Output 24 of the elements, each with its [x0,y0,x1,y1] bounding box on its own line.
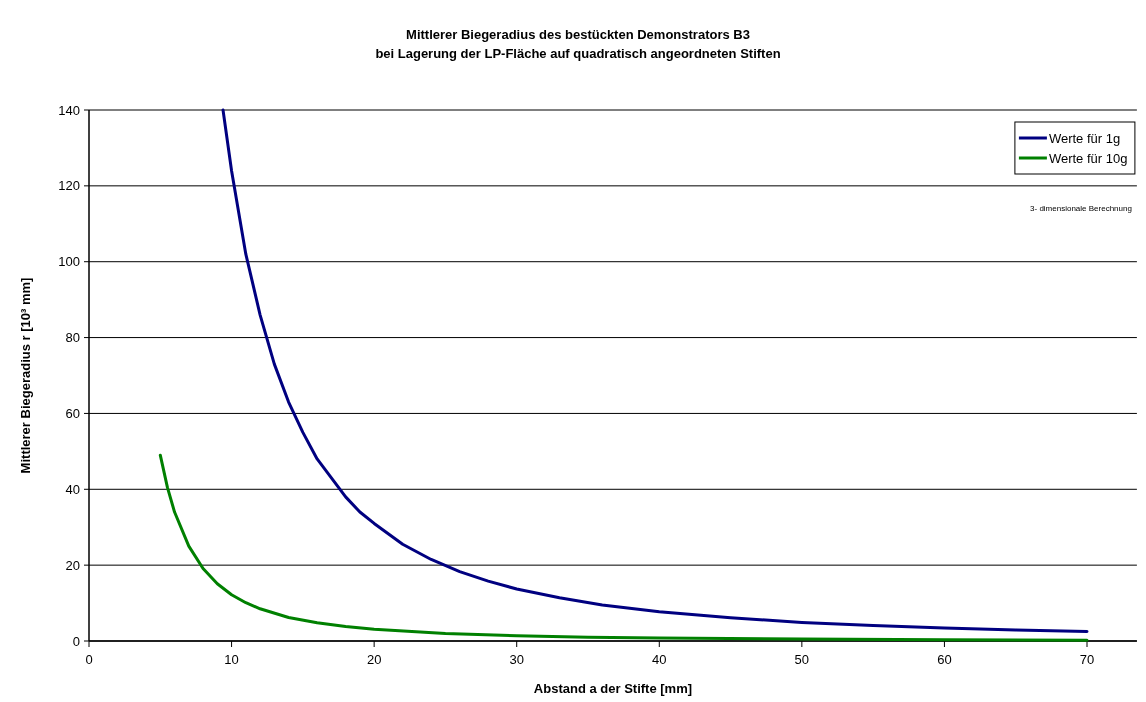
y-tick-label: 40 [65,481,80,497]
x-axis-title: Abstand a der Stifte [mm] [533,681,693,696]
y-tick-label: 120 [58,178,80,194]
y-tick-label: 140 [58,102,80,118]
legend-label: Werte für 10g [1048,150,1128,166]
line-series [221,108,1089,634]
x-tick-label: 60 [937,652,952,667]
y-tick-label: 100 [58,254,80,270]
y-tick-label: 20 [65,557,80,573]
x-tick-label: 40 [652,652,667,667]
y-tick-label: 60 [65,405,80,421]
x-tick-label: 0 [85,652,93,667]
legend-label: Werte für 1g [1048,130,1121,146]
y-axis-title: Mittlerer Biegeradius r [10³ mm] [18,277,33,474]
chart-title: Mittlerer Biegeradius des bestückten Demonstrators B3 bei Lagerung der LP-Fläche auf quadratisch angeordneten Stiften [375,27,781,61]
x-tick-label: 30 [509,652,524,667]
x-tick-label: 10 [224,652,239,667]
x-tick-label: 20 [366,652,382,667]
line-series [158,453,1089,642]
y-tick-label: 80 [65,330,80,346]
y-tick-label: 0 [72,633,80,649]
x-tick-label: 50 [794,652,810,667]
annotation: 3- dimensionale Berechnung [1030,204,1132,213]
x-tick-label: 70 [1079,652,1095,667]
